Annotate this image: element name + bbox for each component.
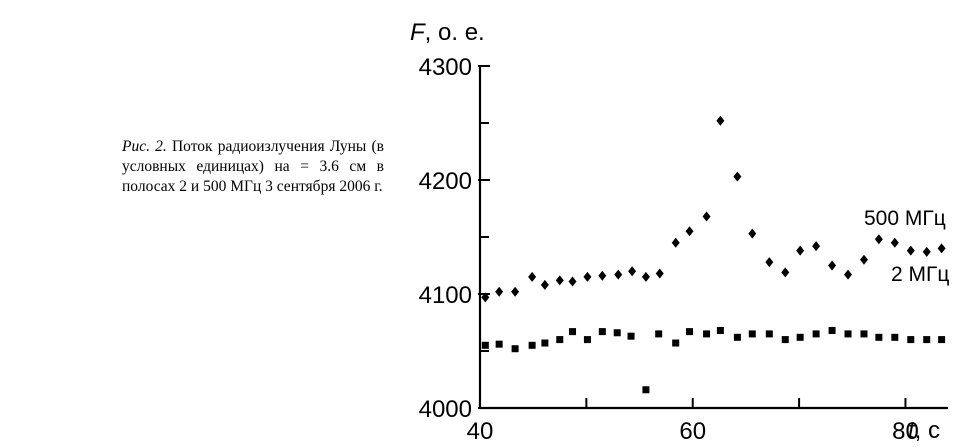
square-marker	[716, 326, 724, 334]
x-axis-title: t, с	[908, 417, 940, 444]
square-marker	[613, 329, 621, 337]
square-marker	[598, 328, 606, 336]
y-axis-title: F, о. е.	[410, 19, 485, 46]
diamond-marker	[874, 234, 883, 245]
diamond-marker	[702, 211, 711, 222]
diamond-marker	[671, 237, 680, 248]
square-marker	[875, 333, 883, 341]
square-marker	[556, 336, 564, 344]
y-tick-label: 4200	[419, 168, 472, 195]
x-tick-label: 40	[467, 418, 494, 445]
series-label-500: 500 МГц	[864, 207, 946, 230]
diamond-marker	[481, 292, 490, 303]
square-marker	[511, 345, 519, 353]
diamond-marker	[614, 269, 623, 280]
diamond-marker	[859, 254, 868, 265]
square-marker	[781, 336, 789, 344]
diamond-marker	[906, 245, 915, 256]
square-marker	[844, 330, 852, 338]
square-marker	[583, 336, 591, 344]
x-axis-title-variable: t	[908, 417, 916, 444]
square-marker	[569, 328, 577, 336]
x-ticks: 40 60 80	[467, 398, 919, 445]
diamond-marker	[828, 260, 837, 271]
y-tick-label: 4300	[419, 54, 472, 81]
square-marker	[481, 341, 489, 349]
series-2mhz	[481, 326, 946, 394]
diamond-marker	[495, 286, 504, 297]
square-marker	[627, 332, 635, 340]
square-marker	[860, 330, 868, 338]
diamond-marker	[844, 269, 853, 280]
diamond-marker	[796, 245, 805, 256]
diamond-marker	[716, 115, 725, 126]
square-marker	[812, 330, 820, 338]
diamond-marker	[733, 171, 742, 182]
y-tick-label: 4100	[419, 282, 472, 309]
caption-text: Поток радиоизлучения Луны (в условных ед…	[122, 138, 384, 195]
diamond-marker	[528, 271, 537, 282]
x-tick-label: 60	[679, 418, 706, 445]
square-marker	[655, 330, 663, 338]
square-marker	[923, 336, 931, 344]
square-marker	[541, 339, 549, 347]
y-ticks: 4000 4100 4200 4300	[419, 54, 490, 423]
x-axis-title-unit: , с	[915, 417, 940, 444]
y-axis-title-variable: F	[410, 19, 426, 46]
diamond-marker	[685, 226, 694, 237]
x-tick-label: 80	[892, 418, 919, 445]
square-marker	[528, 341, 536, 349]
square-marker	[748, 330, 756, 338]
diamond-marker	[598, 270, 607, 281]
square-marker	[495, 340, 503, 348]
diamond-marker	[555, 275, 564, 286]
diamond-marker	[937, 243, 946, 254]
figure-caption: Рис. 2. Поток радиоизлучения Луны (в усл…	[122, 137, 384, 197]
square-marker	[733, 333, 741, 341]
diamond-marker	[890, 237, 899, 248]
y-axis-title-unit: , о. е.	[425, 19, 485, 46]
diamond-marker	[781, 267, 790, 278]
chart-axes: 4000 4100 4200 4300 40 60 80	[419, 54, 948, 445]
square-marker	[672, 339, 680, 347]
diamond-marker	[765, 257, 774, 268]
diamond-marker	[540, 279, 549, 290]
diamond-marker	[583, 271, 592, 282]
diamond-marker	[511, 286, 520, 297]
diamond-marker	[568, 276, 577, 287]
square-marker	[907, 336, 915, 344]
caption-label: Рис. 2.	[122, 138, 167, 155]
square-marker	[891, 333, 899, 341]
square-marker	[686, 328, 694, 336]
y-tick-label: 4000	[419, 396, 472, 423]
square-marker	[796, 333, 804, 341]
diamond-marker	[748, 228, 757, 239]
diamond-marker	[628, 266, 637, 277]
series-500mhz	[481, 115, 946, 303]
square-marker	[642, 386, 650, 394]
diamond-marker	[922, 246, 931, 257]
diamond-marker	[655, 268, 664, 279]
diamond-marker	[812, 241, 821, 252]
diamond-marker	[641, 271, 650, 282]
square-marker	[938, 336, 946, 344]
series-label-2: 2 МГц	[891, 263, 949, 286]
square-marker	[828, 326, 836, 334]
square-marker	[765, 330, 773, 338]
series-layer	[481, 115, 946, 394]
square-marker	[703, 330, 711, 338]
